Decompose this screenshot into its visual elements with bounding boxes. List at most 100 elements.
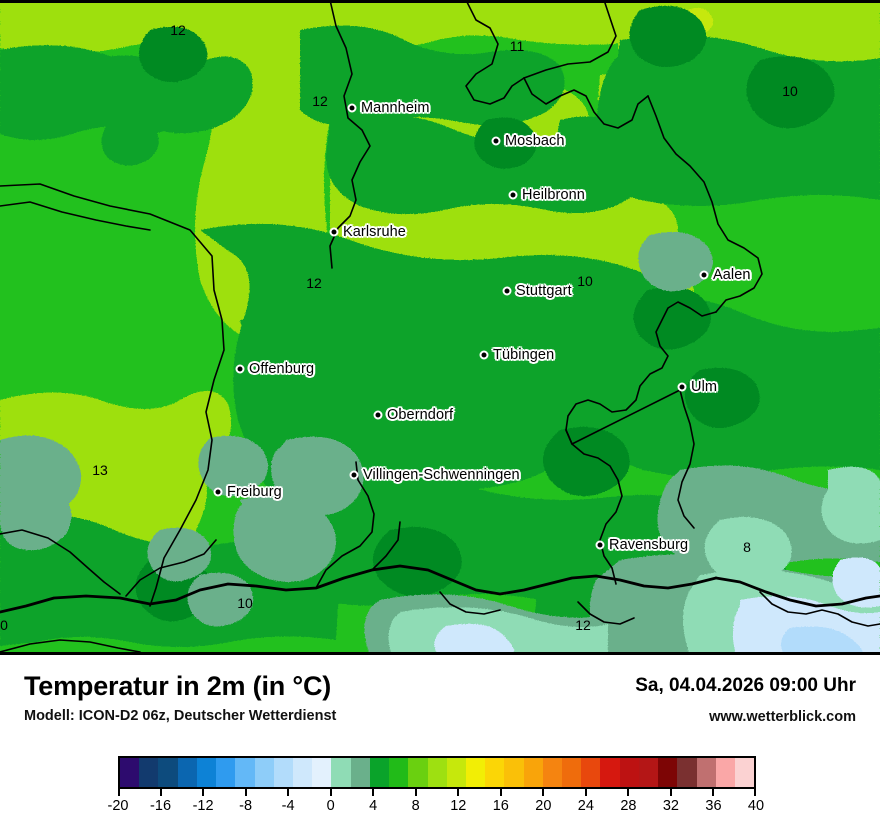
colorbar-tick <box>712 789 715 796</box>
colorbar-tick-label: -20 <box>107 798 129 814</box>
isoline-value-label: 10 <box>237 595 253 611</box>
city-label: Oberndorf <box>387 407 454 423</box>
colorbar-labels: -20 -16 -12 -8 -4 0 4 8 12 16 20 24 28 32 36 40 <box>108 797 765 817</box>
colorbar-tick <box>329 789 332 796</box>
colorbar-swatch <box>600 758 620 787</box>
city-dot-icon <box>699 270 709 280</box>
colorbar-tick <box>669 789 672 796</box>
colorbar: -20 -16 -12 -8 -4 0 4 8 12 16 20 24 28 32 36 40 <box>108 756 765 817</box>
legend-footer: Temperatur in 2m (in °C) Modell: ICON-D2… <box>0 655 880 830</box>
colorbar-swatch <box>273 758 293 787</box>
website-label: www.wetterblick.com <box>709 709 856 725</box>
city-dot-icon <box>235 364 245 374</box>
colorbar-swatch <box>638 758 659 787</box>
colorbar-tick <box>287 789 290 796</box>
colorbar-swatches <box>118 756 756 789</box>
city-dot-icon <box>508 190 518 200</box>
colorbar-tick-label: 28 <box>620 798 637 814</box>
city-label: Ravensburg <box>609 537 689 553</box>
isoline-value-label: 12 <box>306 275 322 291</box>
colorbar-swatch <box>235 758 255 787</box>
colorbar-tick-label: 16 <box>492 798 509 814</box>
colorbar-swatch <box>369 758 390 787</box>
temperature-map[interactable]: Mannheim Mosbach Heilbronn Karlsruhe Aalen St… <box>0 0 880 655</box>
city-dot-icon <box>491 136 501 146</box>
colorbar-tick-label: -8 <box>239 798 253 814</box>
colorbar-tick-label: -16 <box>150 798 172 814</box>
colorbar-tick <box>159 789 162 796</box>
isoline-value-label: 12 <box>170 22 186 38</box>
colorbar-tick <box>542 789 545 796</box>
colorbar-tick <box>118 789 120 796</box>
colorbar-tick <box>584 789 587 796</box>
colorbar-swatch <box>715 758 735 787</box>
isoline-value-label: 8 <box>743 539 751 555</box>
isoline-value-label: 12 <box>312 93 328 109</box>
city-label: Heilbronn <box>522 187 585 203</box>
city-dot-icon <box>347 103 357 113</box>
colorbar-swatch <box>427 758 447 787</box>
city-label: Ulm <box>691 379 718 395</box>
city-label: Mosbach <box>505 133 565 149</box>
colorbar-swatch <box>619 758 639 787</box>
colorbar-swatch <box>350 758 370 787</box>
colorbar-tick <box>414 789 417 796</box>
colorbar-swatch <box>562 758 582 787</box>
colorbar-swatch <box>312 758 332 787</box>
isoline-value-label: 13 <box>92 462 108 478</box>
colorbar-swatch <box>389 758 409 787</box>
colorbar-swatch <box>581 758 601 787</box>
city-label: Offenburg <box>249 361 315 377</box>
city-dot-icon <box>373 410 383 420</box>
colorbar-swatch <box>504 758 524 787</box>
colorbar-tick <box>202 789 205 796</box>
temperature-field <box>0 0 880 655</box>
colorbar-tick-label: 0 <box>326 798 335 814</box>
colorbar-tick-label: 12 <box>450 798 467 814</box>
colorbar-tick-label: 20 <box>535 798 552 814</box>
colorbar-swatch <box>120 758 140 787</box>
colorbar-tick-label: -12 <box>192 798 214 814</box>
colorbar-tick <box>244 789 247 796</box>
city-label: Tübingen <box>493 347 555 363</box>
colorbar-swatch <box>158 758 178 787</box>
city-label: Karlsruhe <box>343 224 406 240</box>
city-dot-icon <box>502 286 512 296</box>
colorbar-swatch <box>735 758 755 787</box>
colorbar-tick-label: 32 <box>662 798 679 814</box>
valid-time: Sa, 04.04.2026 09:00 Uhr <box>635 675 856 696</box>
city-dot-icon <box>595 540 605 550</box>
colorbar-tick-label: 40 <box>747 798 765 814</box>
colorbar-tick <box>627 789 630 796</box>
colorbar-swatch <box>658 758 678 787</box>
isoline-value-label: 12 <box>575 617 591 633</box>
colorbar-tick-label: -4 <box>281 798 295 814</box>
colorbar-tick-label: 24 <box>577 798 594 814</box>
colorbar-tick <box>499 789 502 796</box>
city-label: Aalen <box>713 267 751 283</box>
city-dot-icon <box>677 382 687 392</box>
colorbar-swatch <box>196 758 217 787</box>
colorbar-swatch <box>677 758 697 787</box>
colorbar-swatch <box>216 758 236 787</box>
colorbar-swatch <box>465 758 486 787</box>
colorbar-swatch <box>139 758 159 787</box>
colorbar-swatch <box>446 758 466 787</box>
model-subtitle: Modell: ICON-D2 06z, Deutscher Wetterdie… <box>24 708 337 724</box>
city-dot-icon <box>349 470 359 480</box>
city-dot-icon <box>213 487 223 497</box>
colorbar-swatch <box>542 758 563 787</box>
city-label: Stuttgart <box>516 283 572 299</box>
colorbar-tick <box>372 789 375 796</box>
colorbar-swatch <box>331 758 351 787</box>
colorbar-tick-label: 8 <box>411 798 420 814</box>
city-dot-icon <box>479 350 489 360</box>
colorbar-swatch <box>408 758 428 787</box>
colorbar-swatch <box>177 758 197 787</box>
colorbar-ticks <box>118 789 756 797</box>
colorbar-tick-label: 36 <box>705 798 722 814</box>
page-title: Temperatur in 2m (in °C) <box>24 671 332 701</box>
colorbar-tick <box>754 789 756 796</box>
colorbar-swatch <box>254 758 274 787</box>
